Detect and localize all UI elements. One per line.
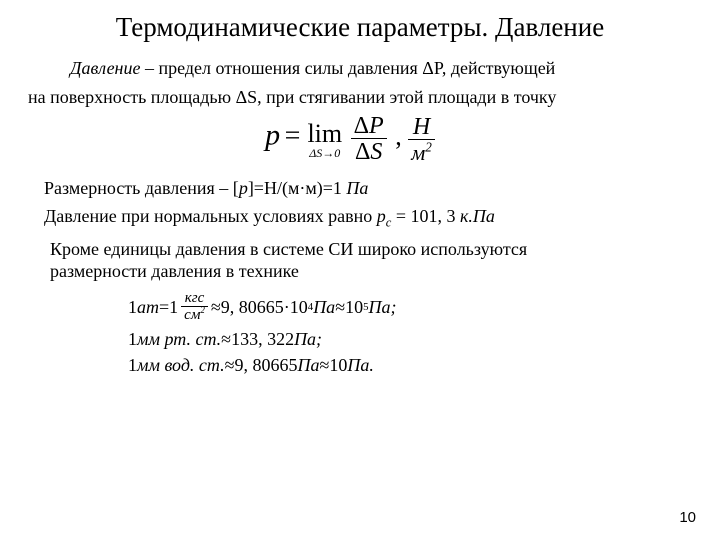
dim-d: Па bbox=[346, 178, 368, 198]
at-2: ат bbox=[137, 296, 159, 319]
wc-ten: 10 bbox=[329, 354, 347, 377]
at-v1: 9, 80665 bbox=[221, 296, 284, 319]
hg-1: 1 bbox=[128, 328, 137, 351]
main-formula: p = lim ΔS→0 ΔP ΔS , Н м2 bbox=[8, 114, 692, 167]
f-unit-exp: 2 bbox=[425, 140, 432, 155]
hg-val: 133, 322 bbox=[231, 328, 294, 351]
at-den: см bbox=[184, 307, 200, 323]
at-approx2: ≈ bbox=[335, 296, 345, 319]
at-eq1: = bbox=[159, 296, 169, 319]
wc-approx: ≈ bbox=[225, 354, 235, 377]
wc-val: 9, 80665 bbox=[235, 354, 298, 377]
def-sep: – bbox=[140, 58, 158, 78]
si-line1: Кроме единицы давления в системе СИ широ… bbox=[50, 238, 692, 261]
ne-unit: к.Па bbox=[455, 206, 494, 226]
f-unit-den: м bbox=[411, 140, 425, 165]
at-1: 1 bbox=[128, 296, 137, 319]
at-t2: 10 bbox=[345, 296, 363, 319]
at-pa1: Па bbox=[313, 296, 335, 319]
ne-val: 101, 3 bbox=[410, 206, 455, 226]
definition-cont: на поверхность площадью ΔS, при стягиван… bbox=[28, 86, 692, 109]
def-lead: Давление bbox=[70, 58, 140, 78]
hg-approx: ≈ bbox=[221, 328, 231, 351]
unit-at: 1 ат = 1 кгс см2 ≈ 9, 80665·104 Па ≈ 105… bbox=[128, 291, 692, 324]
wc-approx2: ≈ bbox=[320, 354, 330, 377]
definition: Давление – предел отношения силы давлени… bbox=[28, 57, 692, 80]
f-limsub: ΔS→0 bbox=[307, 147, 342, 159]
wc-1: 1 bbox=[128, 354, 137, 377]
normal-a: Давление при нормальных условиях равно bbox=[44, 206, 377, 226]
si-line2: размерности давления в технике bbox=[50, 260, 692, 283]
wc-2: мм вод. ст. bbox=[137, 354, 225, 377]
def-rest1: предел отношения силы давления ΔP, дейст… bbox=[158, 58, 555, 78]
at-pa2: Па; bbox=[368, 296, 396, 319]
dim-b: p bbox=[239, 178, 248, 198]
dim-c: ]=Н/(м·м)=1 bbox=[248, 178, 347, 198]
dim-line: Размерность давления – [p]=Н/(м·м)=1 Па bbox=[44, 177, 692, 200]
f-lhs: p bbox=[265, 118, 280, 151]
f-lim: lim bbox=[307, 121, 342, 147]
f-eq: = bbox=[285, 120, 308, 151]
unit-mmwc: 1 мм вод. ст. ≈ 9, 80665 Па ≈ 10 Па. bbox=[128, 354, 692, 377]
body-text: Давление – предел отношения силы давлени… bbox=[28, 57, 692, 377]
hg-2: мм рт. ст. bbox=[137, 328, 221, 351]
normal-line: Давление при нормальных условиях равно p… bbox=[44, 205, 692, 228]
ne-sym: p bbox=[377, 206, 386, 226]
page-title: Термодинамические параметры. Давление bbox=[28, 12, 692, 43]
ne-eq: = bbox=[391, 206, 410, 226]
hg-pa: Па; bbox=[294, 328, 322, 351]
f-comma: , bbox=[395, 121, 408, 150]
dim-a: Размерность давления – [ bbox=[44, 178, 239, 198]
f-unit-num: Н bbox=[408, 115, 435, 140]
at-one: 1 bbox=[169, 296, 178, 319]
at-t1: 10 bbox=[290, 296, 308, 319]
unit-block: 1 ат = 1 кгс см2 ≈ 9, 80665·104 Па ≈ 105… bbox=[128, 291, 692, 377]
at-approx: ≈ bbox=[211, 296, 221, 319]
at-denexp: 2 bbox=[200, 305, 205, 315]
page-number: 10 bbox=[679, 509, 696, 526]
unit-mmhg: 1 мм рт. ст. ≈ 133, 322 Па; bbox=[128, 328, 692, 351]
wc-pa1: Па bbox=[298, 354, 320, 377]
wc-pa2: Па. bbox=[347, 354, 374, 377]
